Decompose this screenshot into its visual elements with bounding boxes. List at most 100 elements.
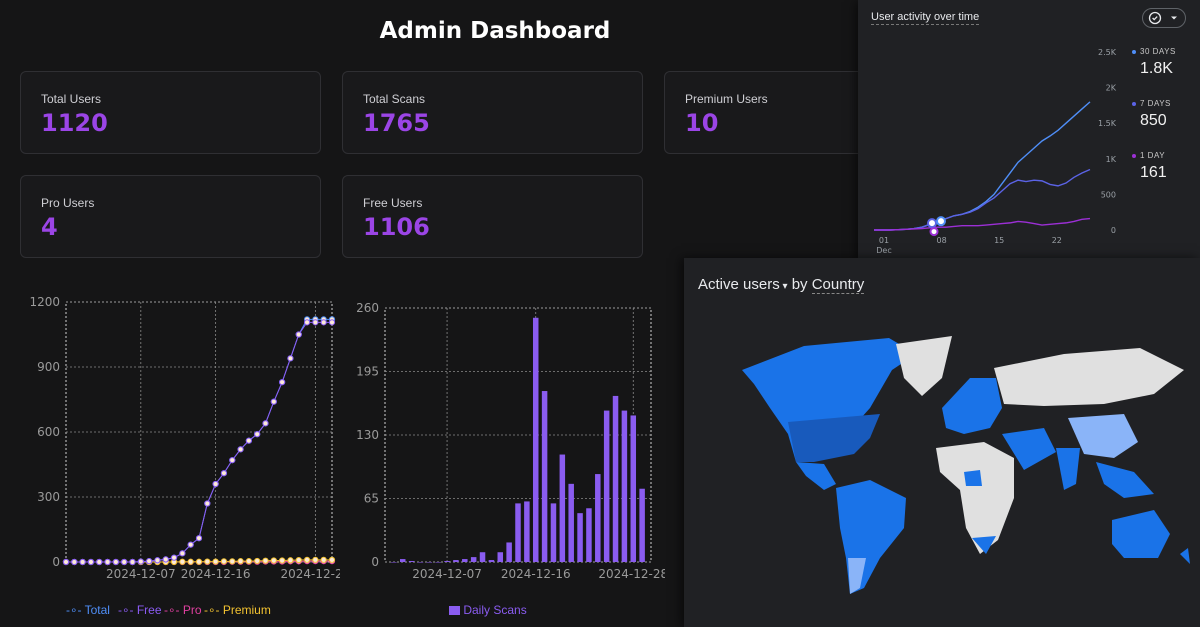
y-tick-label: 1K (1106, 155, 1117, 164)
map-region-nigeria (964, 470, 982, 486)
map-region-north-america (742, 338, 916, 462)
data-point-free (154, 557, 161, 564)
x-tick-label: 2024-12-16 (501, 567, 571, 581)
user-activity-line-chart: 0 500 1K 1.5K 2K 2.5K 01 08 15 22 Dec (874, 48, 1117, 255)
stat-card-pro-users: Pro Users 4 (20, 175, 321, 258)
x-tick-label: 01 (879, 236, 889, 245)
bar-daily-scans (408, 561, 415, 562)
map-region-china (1068, 414, 1138, 458)
bar-daily-scans (470, 557, 477, 562)
data-point-free (237, 446, 244, 453)
user-activity-panel: User activity over time 0 500 1K 1.5K 2K 2.5K… (858, 0, 1200, 258)
data-point-free (129, 558, 136, 566)
y-tick-label: 300 (37, 490, 60, 504)
data-point-free (212, 480, 219, 488)
data-point-free (279, 379, 286, 386)
stat-label: Free Users (363, 196, 423, 210)
legend-item-premium[interactable]: -∘- Premium (204, 603, 271, 617)
data-point-premium (195, 558, 203, 565)
data-point-premium (303, 556, 311, 563)
data-point-free (62, 558, 70, 566)
y-tick-label: 2K (1106, 84, 1117, 93)
bar-daily-scans (488, 560, 495, 562)
data-point-premium (179, 558, 186, 565)
bar-daily-scans (639, 488, 645, 562)
data-point-free (303, 319, 311, 326)
legend-item-daily-scans: Daily Scans (463, 603, 527, 617)
data-point-free (262, 420, 269, 427)
legend-item-free[interactable]: -∘- Free (118, 603, 162, 617)
data-point-free (179, 550, 186, 557)
data-point-free (312, 319, 319, 326)
stat-card-total-scans: Total Scans 1765 (342, 71, 643, 154)
data-point-free (229, 457, 236, 464)
map-region-middle-east (1002, 428, 1056, 470)
legend-item-total[interactable]: -∘- Total (66, 603, 110, 617)
bar-daily-scans (630, 415, 637, 562)
map-region-new-zealand (1180, 548, 1190, 564)
event-marker (929, 227, 939, 237)
bar-daily-scans (479, 552, 486, 562)
map-region-india (1056, 448, 1080, 490)
y-tick-label: 260 (356, 301, 379, 315)
y-tick-label: 130 (356, 428, 379, 442)
data-point-premium (212, 558, 219, 565)
compare-button[interactable] (1142, 8, 1186, 28)
x-tick-label: 2024-12-16 (181, 567, 251, 581)
data-point-premium (254, 557, 261, 565)
data-point-free (162, 556, 169, 563)
bar-daily-scans (515, 503, 521, 562)
map-region-greenland (896, 336, 952, 396)
scans-chart-legend[interactable]: Daily Scans (449, 603, 527, 617)
bar-daily-scans (506, 542, 512, 562)
legend-item-pro[interactable]: -∘- Pro (164, 603, 202, 617)
data-point-free (328, 319, 336, 326)
bar-daily-scans (577, 513, 583, 562)
x-tick-label: 2024-12-28 (281, 567, 341, 581)
data-point-premium (229, 558, 236, 565)
data-point-free (270, 398, 277, 405)
data-point-premium (220, 558, 228, 565)
data-point-free (245, 437, 252, 444)
stat-label: Pro Users (41, 196, 95, 210)
data-point-premium (279, 557, 286, 564)
data-point-premium (312, 556, 319, 563)
data-point-free (112, 558, 119, 566)
caret-down-icon (1171, 16, 1177, 20)
dimension-selector[interactable]: Country (811, 276, 865, 294)
map-region-europe (942, 378, 1002, 434)
bar-daily-scans (586, 508, 592, 562)
legend-1-day: 1 DAY (1132, 151, 1165, 160)
x-tick-label: 2024-12-07 (412, 567, 482, 581)
event-marker (927, 218, 937, 229)
data-point-free (254, 431, 261, 438)
data-point-free (121, 558, 128, 566)
data-point-free (96, 558, 103, 566)
data-point-free (287, 355, 294, 362)
y-tick-label: 0 (52, 555, 60, 569)
y-tick-label: 0 (371, 555, 379, 569)
bar-daily-scans (399, 559, 406, 562)
series-line-1-day (874, 217, 1091, 231)
map-region-argentina (848, 558, 866, 594)
data-point-premium (320, 556, 327, 563)
user-activity-title[interactable]: User activity over time (871, 11, 980, 25)
map-region-mexico (796, 462, 836, 490)
data-point-free (104, 558, 111, 566)
stat-label: Total Users (41, 92, 102, 106)
data-point-premium (187, 558, 194, 565)
bar-daily-scans (435, 562, 441, 563)
bar-daily-scans (391, 562, 397, 563)
map-region-australia (1112, 510, 1170, 558)
stat-label: Premium Users (685, 92, 768, 106)
page-title: Admin Dashboard (379, 18, 611, 44)
metric-selector[interactable]: Active users ▾ (698, 276, 788, 293)
data-point-premium (295, 556, 302, 564)
stat-value: 1120 (41, 109, 108, 137)
legend-7-days: 7 DAYS (1132, 99, 1171, 108)
data-point-premium (237, 558, 244, 565)
bar-daily-scans (559, 454, 566, 562)
stat-value: 1765 (363, 109, 430, 137)
data-point-premium (204, 558, 211, 565)
bar-daily-scans (417, 562, 424, 563)
